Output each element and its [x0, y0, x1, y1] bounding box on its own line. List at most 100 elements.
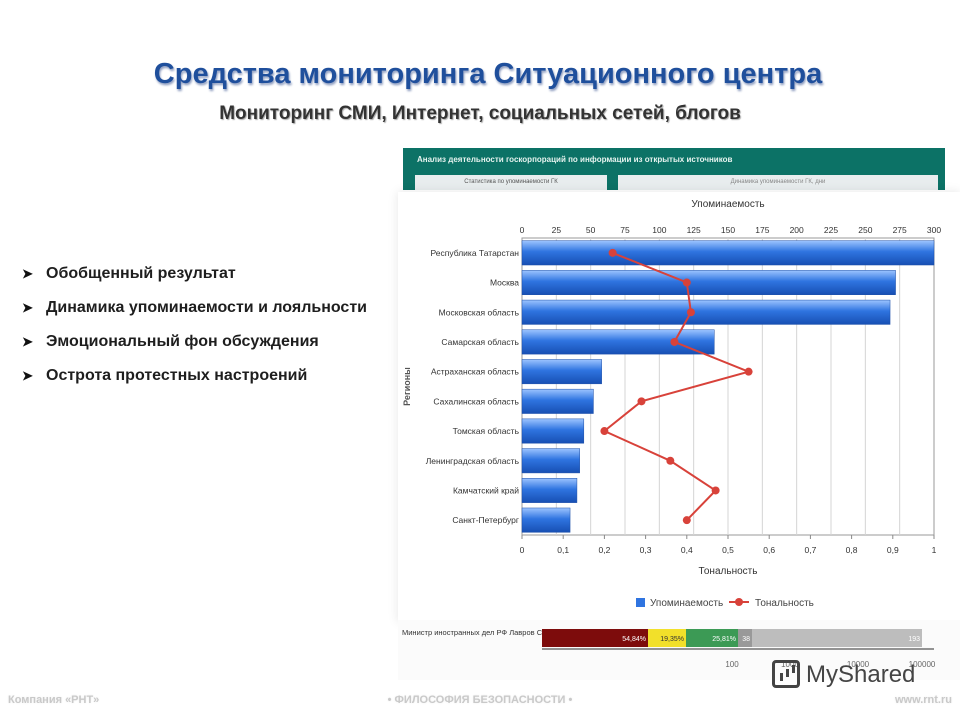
bottom-axis-tick-label: 0,7 — [804, 545, 816, 555]
slide-subtitle: Мониторинг СМИ, Интернет, социальных сет… — [219, 103, 741, 124]
bullet-text: Острота протестных настроений — [46, 367, 308, 384]
bullet-text: Динамика упоминаемости и лояльности — [46, 299, 367, 316]
chart-card: Упоминаемость 0 25 50 75 100 125 150 175 200 225 25… — [398, 192, 960, 622]
bottom-axis-tick-label: 1 — [932, 545, 937, 555]
top-axis-tick-label: 125 — [687, 225, 701, 235]
tonality-point — [666, 456, 675, 465]
bottom-axis-tick-label: 0,6 — [763, 545, 775, 555]
minister-segment-label: 25,81% — [712, 636, 736, 643]
minister-segment — [686, 629, 738, 647]
tonality-point — [686, 308, 695, 317]
bottom-axis-tick-label: 0,9 — [887, 545, 899, 555]
analysis-panel-header: Анализ деятельности госкорпораций по инф… — [403, 148, 945, 190]
arrow-bullet-icon: ➤ — [22, 368, 33, 383]
bullet-item: ➤ Обобщенный результат — [22, 262, 367, 296]
minister-bar-chart: Министр иностранных дел РФ Лавров С.В. 54… — [402, 628, 936, 669]
top-axis-tick-label: 0 — [520, 225, 525, 235]
mention-bar — [521, 418, 585, 444]
top-axis-tick-label: 275 — [893, 225, 907, 235]
myshared-logo-icon — [772, 660, 800, 688]
tonality-point — [600, 427, 609, 436]
analysis-panel-title: Анализ деятельности госкорпораций по инф… — [417, 155, 733, 164]
mention-bar — [521, 270, 896, 295]
category-label: Ленинградская область — [426, 456, 520, 466]
bullet-text: Эмоциональный фон обсуждения — [46, 333, 319, 350]
minister-segment — [752, 629, 922, 647]
bullet-item: ➤ Острота протестных настроений — [22, 364, 367, 398]
category-label: Астраханская область — [431, 367, 520, 377]
mention-bar — [521, 478, 578, 503]
tonality-point — [670, 337, 679, 346]
bullet-item: ➤ Динамика упоминаемости и лояльности — [22, 296, 367, 330]
arrow-bullet-icon: ➤ — [22, 300, 33, 315]
tonality-line — [602, 251, 752, 521]
tonality-point — [711, 486, 720, 495]
arrow-bullet-icon: ➤ — [22, 266, 33, 281]
minister-axis-tick-label: 10000 — [847, 660, 870, 669]
mention-bar — [521, 299, 891, 325]
minister-label: Министр иностранных дел РФ Лавров С.В. — [402, 628, 551, 637]
bottom-axis-tick-label: 0,5 — [722, 545, 734, 555]
minister-segment-label: 19,35% — [660, 636, 684, 643]
tonality-point — [637, 397, 646, 406]
category-label: Москва — [490, 278, 519, 288]
tonality-point — [682, 278, 691, 287]
bottom-axis-tick-label: 0 — [520, 545, 525, 555]
myshared-logo: MyShared — [772, 660, 932, 690]
mention-bar — [521, 329, 715, 355]
minister-segment-label: 193 — [908, 636, 920, 643]
top-axis-tick-label: 75 — [620, 225, 630, 235]
minister-segment — [648, 629, 686, 647]
minister-segment-label: 54,84% — [622, 636, 646, 643]
top-axis-tick-label: 25 — [552, 225, 562, 235]
bottom-axis-tick-label: 0,3 — [640, 545, 652, 555]
minister-panel: Министр иностранных дел РФ Лавров С.В. 54… — [398, 620, 960, 680]
bullet-item: ➤ Эмоциональный фон обсуждения — [22, 330, 367, 364]
y-axis-title: Регионы — [402, 367, 412, 406]
top-axis-tick-label: 150 — [721, 225, 735, 235]
bottom-axis-tick-label: 0,8 — [846, 545, 858, 555]
slide-title: Средства мониторинга Ситуационного центр… — [153, 58, 823, 90]
tonality-point — [744, 367, 753, 376]
minister-segment-label: 38 — [742, 636, 750, 643]
category-label: Камчатский край — [453, 485, 519, 495]
tab-mention-statistics[interactable]: Статистика по упоминаемости ГК — [415, 175, 607, 190]
mention-bar — [521, 507, 571, 533]
footer-motto: • ФИЛОСОФИЯ БЕЗОПАСНОСТИ • — [387, 694, 573, 706]
top-axis-tick-label: 300 — [927, 225, 941, 235]
top-axis-tick-label: 175 — [755, 225, 769, 235]
legend-label-tonality: Тональность — [755, 598, 814, 609]
minister-segment — [542, 629, 648, 647]
top-axis-tick-label: 100 — [652, 225, 666, 235]
minister-axis-tick-label: 100000 — [909, 660, 936, 669]
category-label: Республика Татарстан — [431, 248, 520, 258]
category-label: Самарская область — [441, 337, 519, 347]
mention-bar — [521, 240, 935, 266]
tonality-point — [608, 248, 617, 257]
arrow-bullet-icon: ➤ — [22, 334, 33, 349]
legend-swatch-point — [735, 598, 743, 606]
mention-bar — [521, 448, 580, 474]
bullet-list: ➤ Обобщенный результат ➤ Динамика упоминае… — [22, 262, 367, 398]
tab-mention-dynamics[interactable]: Динамика упоминаемости ГК, дни — [618, 175, 938, 190]
top-axis-tick-label: 250 — [858, 225, 872, 235]
legend-swatch-mentions — [636, 598, 645, 607]
category-label: Московская область — [439, 307, 520, 317]
category-label: Санкт-Петербург — [452, 515, 519, 525]
category-label: Томская область — [453, 426, 520, 436]
bullet-text: Обобщенный результат — [46, 265, 236, 282]
legend-label-mentions: Упоминаемость — [650, 598, 723, 609]
tonality-point — [682, 516, 691, 525]
category-label: Сахалинская область — [433, 396, 519, 406]
top-axis-tick-label: 225 — [824, 225, 838, 235]
mention-bar — [521, 359, 602, 385]
regions-chart: Упоминаемость 0 25 50 75 100 125 150 175 200 225 25… — [402, 199, 941, 609]
mention-bar — [521, 388, 594, 414]
bottom-axis-tick-label: 0,1 — [557, 545, 569, 555]
top-axis-title: Упоминаемость — [691, 199, 764, 210]
bottom-axis-tick-label: 0,2 — [598, 545, 610, 555]
myshared-logo-text: MyShared — [806, 661, 916, 688]
minister-axis-tick-label: 1000 — [781, 660, 799, 669]
minister-axis-tick-label: 100 — [725, 660, 739, 669]
bottom-axis-title: Тональность — [699, 566, 758, 577]
